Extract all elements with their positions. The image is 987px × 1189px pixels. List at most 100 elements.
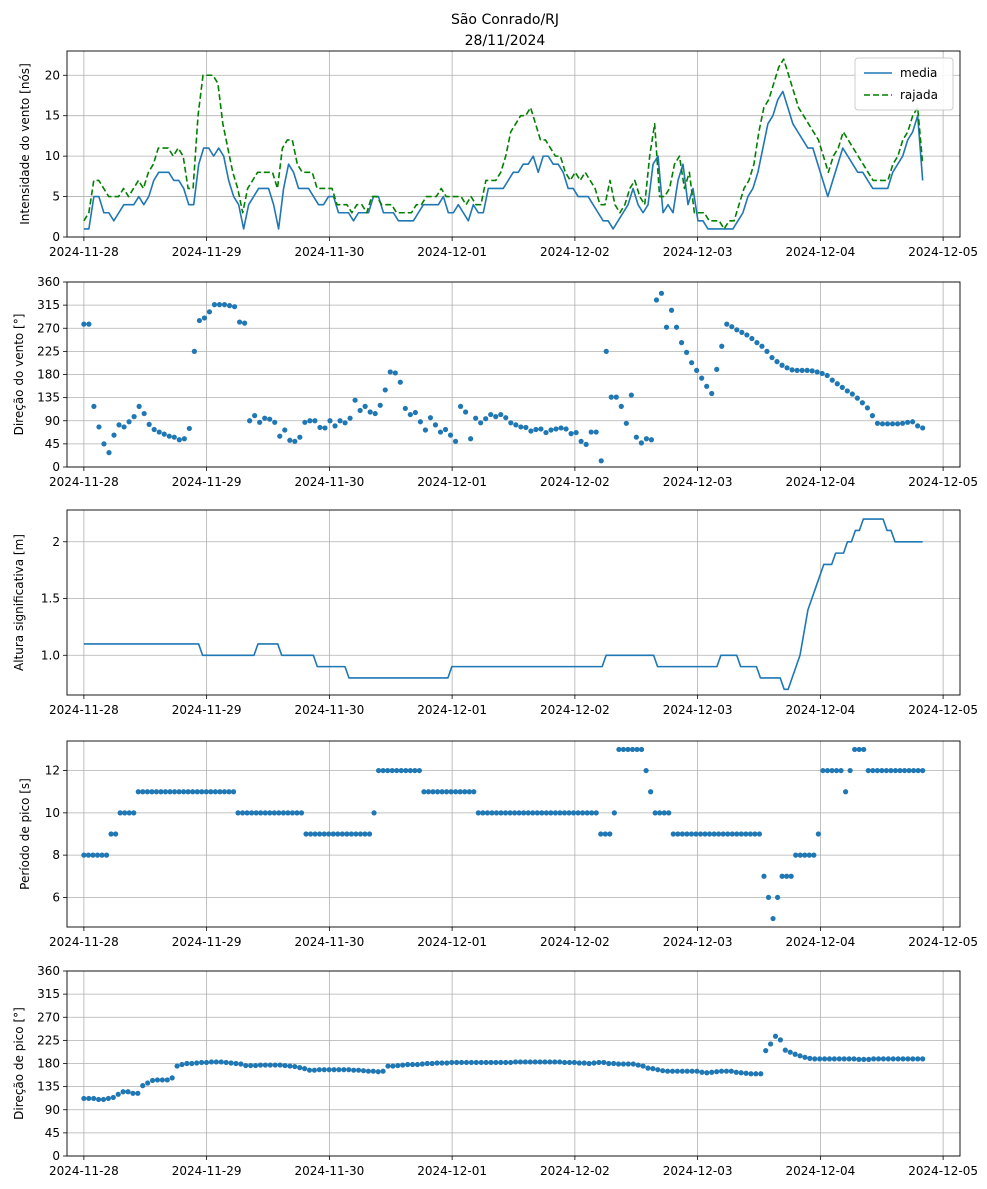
data-point: [821, 1056, 828, 1062]
y-tick-label: 10: [45, 806, 60, 820]
data-point: [809, 368, 815, 374]
data-point: [548, 810, 554, 816]
data-point: [890, 1056, 896, 1062]
data-point: [489, 810, 495, 816]
x-tick-label: 2024-11-28: [49, 935, 119, 949]
data-point: [856, 746, 862, 753]
x-tick-label: 2024-12-04: [785, 935, 855, 949]
data-point: [444, 789, 450, 795]
x-tick-label: 2024-11-29: [172, 1164, 242, 1178]
data-point: [866, 1056, 872, 1062]
data-point: [94, 852, 101, 858]
data-point: [802, 1054, 808, 1060]
data-point: [743, 831, 749, 837]
data-point: [561, 810, 568, 816]
data-point: [513, 422, 519, 428]
data-point: [714, 366, 720, 372]
data-point: [885, 1056, 891, 1062]
data-point: [829, 377, 835, 383]
x-tick-label: 2024-11-28: [49, 475, 119, 489]
data-point: [398, 767, 404, 774]
data-point: [307, 831, 314, 837]
data-point: [203, 789, 209, 795]
data-point: [277, 433, 283, 439]
data-point: [548, 427, 554, 433]
data-point: [888, 767, 894, 774]
data-point: [859, 400, 865, 406]
data-point: [874, 767, 880, 774]
data-point: [108, 831, 114, 837]
data-point: [836, 1056, 842, 1062]
data-point: [684, 831, 690, 837]
data-point: [573, 429, 579, 436]
data-point: [113, 831, 119, 837]
data-point: [95, 1096, 102, 1103]
data-point: [159, 1077, 165, 1083]
data-point: [419, 1061, 425, 1067]
data-point: [747, 831, 753, 837]
data-point: [643, 436, 650, 442]
data-point: [453, 789, 459, 795]
data-point: [387, 369, 393, 375]
data-point: [897, 767, 903, 774]
data-point: [508, 1059, 514, 1066]
data-point: [483, 1059, 489, 1066]
data-point: [480, 810, 486, 816]
data-point: [660, 1068, 666, 1074]
data-point: [584, 810, 590, 816]
y-tick-label: 10: [45, 149, 60, 163]
data-point: [412, 409, 418, 416]
y-tick-label: 315: [37, 987, 60, 1001]
data-point: [488, 1059, 494, 1066]
data-point: [652, 810, 658, 816]
data-point: [416, 767, 422, 774]
data-point: [166, 433, 172, 439]
data-point: [588, 429, 594, 435]
data-point: [409, 1061, 416, 1068]
data-point: [292, 438, 298, 444]
y-tick-label: 20: [45, 68, 60, 82]
data-point: [699, 1069, 705, 1075]
data-point: [758, 1071, 764, 1077]
data-point: [235, 810, 241, 816]
data-point: [258, 810, 264, 816]
x-tick-label: 2024-11-30: [295, 935, 365, 949]
data-point: [167, 789, 173, 795]
data-point: [734, 327, 740, 333]
y-tick-label: 1.0: [41, 648, 60, 662]
data-point: [502, 810, 509, 816]
data-point: [602, 831, 608, 837]
data-point: [176, 789, 182, 795]
data-point: [135, 789, 141, 795]
data-point: [615, 1061, 622, 1067]
data-point: [508, 420, 514, 426]
data-point: [262, 415, 268, 421]
data-point: [797, 1053, 803, 1059]
data-point: [561, 1059, 568, 1066]
data-point: [664, 1068, 671, 1074]
data-point: [521, 810, 527, 816]
data-point: [625, 1061, 631, 1067]
data-point: [351, 1067, 357, 1073]
data-point: [377, 402, 383, 408]
x-tick-label: 2024-12-02: [540, 475, 610, 489]
data-point: [716, 831, 722, 837]
data-point: [851, 1056, 857, 1062]
data-point: [385, 1063, 391, 1069]
data-point: [86, 1095, 92, 1102]
x-tick-label: 2024-12-04: [785, 1164, 855, 1178]
data-point: [169, 1075, 175, 1081]
data-point: [591, 1060, 597, 1066]
data-point: [121, 424, 127, 430]
data-point: [748, 1071, 754, 1077]
data-point: [357, 407, 363, 414]
data-point: [190, 789, 196, 795]
data-point: [86, 321, 92, 327]
data-point: [684, 349, 690, 355]
data-point: [820, 767, 826, 774]
data-point: [522, 1059, 528, 1065]
data-point: [702, 831, 708, 837]
y-tick-label: 0: [52, 230, 60, 244]
data-point: [533, 426, 539, 433]
data-point: [181, 436, 187, 442]
